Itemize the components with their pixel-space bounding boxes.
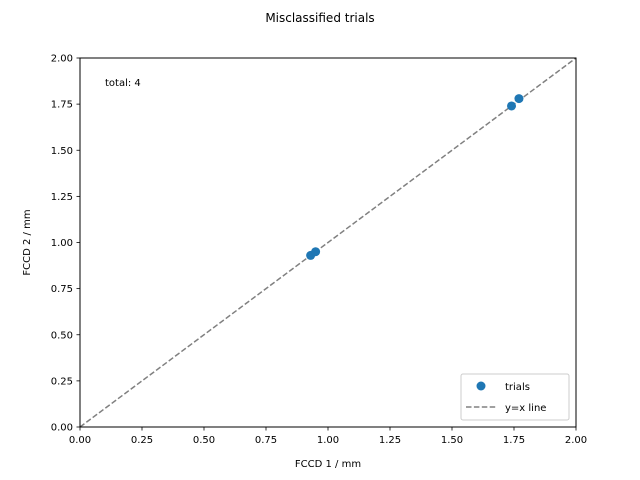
x-tick-label: 1.00 [317, 435, 339, 446]
legend-trials-marker [476, 381, 486, 391]
y-tick-label: 0.25 [51, 376, 73, 387]
x-tick-label: 0.25 [131, 435, 153, 446]
legend-trials-label: trials [505, 382, 530, 393]
legend-box [460, 373, 570, 421]
x-axis: 0.00 0.25 0.50 0.75 1.00 1.25 1.50 1.75 2.00 [69, 427, 587, 446]
legend: trials y=x line [460, 373, 570, 421]
yx-reference-line [79, 57, 577, 428]
y-tick-label: 0.00 [51, 423, 73, 434]
y-axis-label: FCCD 2 / mm [22, 209, 33, 275]
data-point [311, 247, 321, 257]
x-tick-label: 1.75 [503, 435, 525, 446]
x-tick-label: 1.25 [379, 435, 401, 446]
x-tick-label: 0.50 [193, 435, 215, 446]
x-tick-label: 0.00 [69, 435, 91, 446]
x-tick-label: 2.00 [565, 435, 587, 446]
y-tick-label: 0.50 [51, 330, 73, 341]
y-axis: 0.00 0.25 0.50 0.75 1.00 1.25 1.50 1.75 2.00 [51, 54, 80, 434]
y-tick-label: 1.25 [51, 192, 73, 203]
total-annotation: total: 4 [105, 78, 141, 89]
x-tick-label: 1.50 [441, 435, 463, 446]
x-axis-label: FCCD 1 / mm [295, 459, 361, 470]
y-tick-label: 1.75 [51, 100, 73, 111]
data-point [507, 101, 517, 111]
plot-area [79, 57, 577, 428]
chart-title: Misclassified trials [265, 11, 374, 25]
y-tick-label: 2.00 [51, 54, 73, 65]
data-point [514, 94, 524, 104]
y-tick-label: 1.00 [51, 238, 73, 249]
x-tick-label: 0.75 [255, 435, 277, 446]
y-tick-label: 1.50 [51, 146, 73, 157]
legend-yx-line-label: y=x line [505, 403, 546, 414]
y-tick-label: 0.75 [51, 284, 73, 295]
